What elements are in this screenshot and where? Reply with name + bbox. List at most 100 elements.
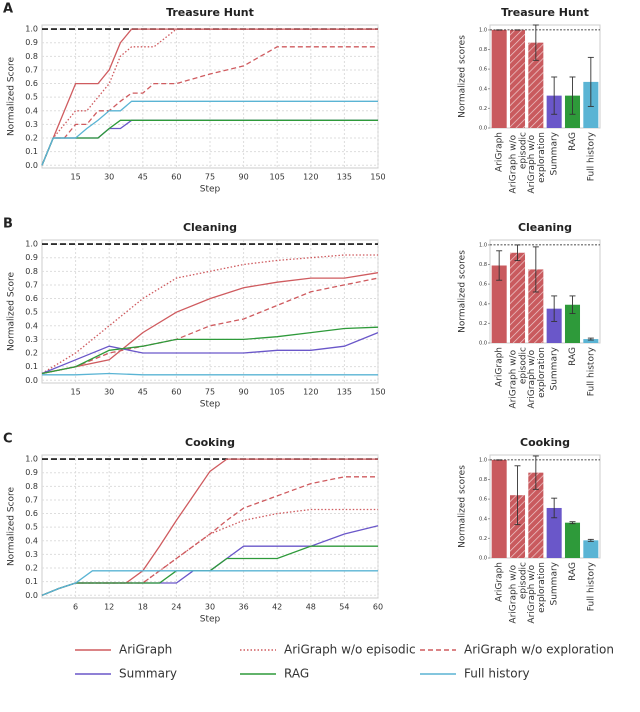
y-tick-label: 0.0 <box>25 591 38 600</box>
x-tick-label: Summary <box>550 561 560 605</box>
x-tick-label: 60 <box>171 173 181 182</box>
y-tick-label: 0.1 <box>25 362 38 371</box>
bar-hatch <box>528 42 544 128</box>
x-tick-label: 105 <box>270 173 285 182</box>
series-line <box>41 331 379 375</box>
bar-hatch <box>509 252 526 343</box>
series-line <box>41 28 378 166</box>
x-tick-label: Summary <box>550 346 560 390</box>
y-tick-label: 0.4 <box>479 516 487 522</box>
legend-label: AriGraph <box>119 643 172 657</box>
x-tick-label: AriGraph <box>495 562 505 602</box>
error-bar <box>569 521 576 525</box>
y-tick-label: 0.3 <box>25 550 38 559</box>
x-tick-label: 90 <box>239 173 249 182</box>
x-axis-label: Step <box>200 615 221 625</box>
y-tick-label: 0.0 <box>25 161 38 170</box>
y-tick-label: 0.8 <box>479 47 487 53</box>
y-tick-label: 0.2 <box>25 349 38 358</box>
bar <box>546 308 562 343</box>
bar <box>583 540 599 558</box>
bar <box>491 265 507 343</box>
y-tick-label: 0.0 <box>479 341 487 347</box>
x-tick-label: AriGraph w/o episodic <box>508 132 528 194</box>
chart-title: Cooking <box>185 436 235 449</box>
bar <box>564 522 581 558</box>
panel-label: C <box>3 432 13 447</box>
y-axis-label: Normalized Score <box>7 271 17 351</box>
x-tick-label: 135 <box>337 388 352 397</box>
x-tick-label: 45 <box>138 388 148 397</box>
bar <box>564 304 581 343</box>
series-line <box>42 372 378 376</box>
y-tick-label: 0.9 <box>25 468 38 477</box>
x-tick-label: 6 <box>73 603 78 612</box>
x-tick-label: 45 <box>138 173 148 182</box>
x-tick-label: AriGraph w/o exploration <box>526 562 546 624</box>
legend-label: Full history <box>464 667 530 681</box>
x-axis-label: Step <box>200 185 221 195</box>
x-tick-label: 12 <box>104 603 114 612</box>
error-bar <box>496 250 503 281</box>
series-line <box>41 254 378 375</box>
y-tick-label: 0.2 <box>479 536 487 542</box>
error-bar <box>569 295 576 315</box>
chart-title: Cleaning <box>183 221 237 234</box>
panel-label: A <box>3 2 13 17</box>
x-tick-label: 60 <box>171 388 181 397</box>
y-tick-label: 0.6 <box>25 509 38 518</box>
bar <box>491 29 507 128</box>
y-tick-label: 1.0 <box>479 27 487 33</box>
chart-title: Cooking <box>520 436 570 449</box>
y-tick-label: 0.6 <box>479 282 487 288</box>
y-tick-label: 0.1 <box>25 577 38 586</box>
series-line <box>41 100 378 166</box>
x-tick-label: 15 <box>71 173 81 182</box>
x-tick-label: 48 <box>306 603 316 612</box>
legend-label: RAG <box>284 667 309 681</box>
y-tick-label: 0.5 <box>25 93 38 102</box>
x-tick-label: 42 <box>272 603 282 612</box>
error-bar <box>587 538 594 542</box>
x-tick-label: AriGraph w/o episodic <box>508 562 528 624</box>
x-tick-label: AriGraph w/o exploration <box>526 347 546 409</box>
y-tick-label: 0.5 <box>25 308 38 317</box>
y-tick-label: 0.6 <box>479 67 487 73</box>
y-tick-label: 0.3 <box>25 335 38 344</box>
x-tick-label: 135 <box>337 173 352 182</box>
x-tick-label: 150 <box>370 388 385 397</box>
x-tick-label: 60 <box>373 603 383 612</box>
error-bar <box>551 497 558 519</box>
x-tick-label: 36 <box>239 603 249 612</box>
x-tick-label: 30 <box>104 388 114 397</box>
x-tick-label: Full history <box>586 561 596 611</box>
y-tick-label: 0.7 <box>25 495 38 504</box>
y-axis-label: Normalized scores <box>458 250 468 333</box>
series-line <box>41 476 378 596</box>
x-tick-label: AriGraph <box>495 347 505 387</box>
x-tick-label: RAG <box>568 562 578 581</box>
y-tick-label: 1.0 <box>25 240 38 249</box>
y-axis-label: Normalized Score <box>7 56 17 136</box>
x-tick-label: RAG <box>568 347 578 366</box>
bar <box>546 507 562 558</box>
x-tick-label: 75 <box>205 388 215 397</box>
chart-title: Cleaning <box>518 221 572 234</box>
y-tick-label: 0.6 <box>25 79 38 88</box>
x-tick-label: AriGraph <box>495 132 505 172</box>
y-tick-label: 0.7 <box>25 65 38 74</box>
y-tick-label: 0.8 <box>25 52 38 61</box>
x-tick-label: 150 <box>370 173 385 182</box>
x-tick-label: 15 <box>71 388 81 397</box>
error-bar <box>514 465 521 526</box>
legend-label: AriGraph w/o episodic <box>284 643 416 657</box>
y-tick-label: 0.0 <box>25 376 38 385</box>
y-tick-label: 0.8 <box>25 482 38 491</box>
series-line <box>41 272 379 375</box>
x-axis-label: Step <box>200 400 221 410</box>
x-tick-label: Full history <box>586 131 596 181</box>
y-tick-label: 1.0 <box>25 455 38 464</box>
error-bar <box>569 76 576 115</box>
x-tick-label: Full history <box>586 346 596 396</box>
